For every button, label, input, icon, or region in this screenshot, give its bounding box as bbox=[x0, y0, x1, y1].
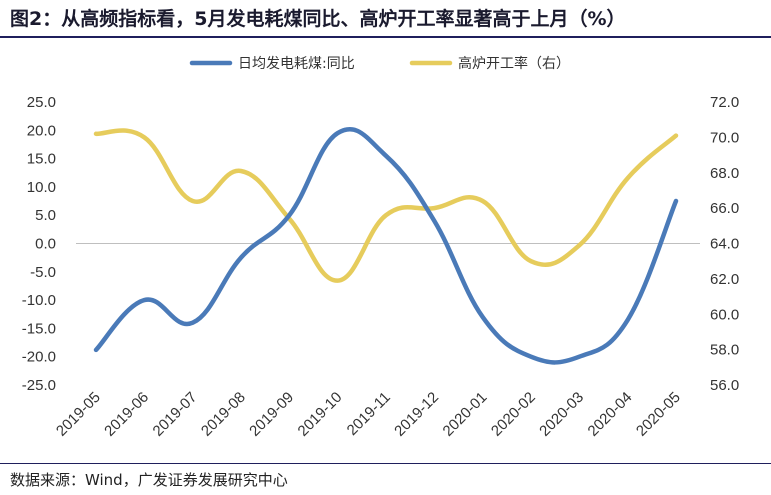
line-chart: 日均发电耗煤:同比 高炉开工率（右） 25.0 20.0 15.0 10.0 5.0 0.0… bbox=[22, 55, 739, 440]
left-tick-label: 20.0 bbox=[27, 122, 56, 139]
x-tick-label: 2019-11 bbox=[344, 389, 394, 439]
left-axis: 25.0 20.0 15.0 10.0 5.0 0.0 -5.0 -10.0 -15.0 -20.… bbox=[22, 94, 56, 394]
legend: 日均发电耗煤:同比 高炉开工率（右） bbox=[189, 55, 570, 72]
right-tick-label: 62.0 bbox=[710, 271, 739, 288]
x-tick-label: 2019-07 bbox=[150, 389, 201, 440]
right-tick-label: 60.0 bbox=[710, 306, 739, 323]
left-tick-label: -25.0 bbox=[22, 377, 56, 394]
x-tick-label: 2020-04 bbox=[585, 389, 636, 440]
right-tick-label: 56.0 bbox=[710, 377, 739, 394]
legend-label: 日均发电耗煤:同比 bbox=[238, 56, 355, 72]
right-tick-label: 66.0 bbox=[710, 200, 739, 217]
x-tick-label: 2019-12 bbox=[391, 389, 442, 440]
right-tick-label: 70.0 bbox=[710, 129, 739, 146]
left-tick-label: 25.0 bbox=[27, 94, 56, 111]
x-tick-label: 2019-09 bbox=[246, 389, 297, 440]
series-line-power-coal bbox=[93, 126, 679, 365]
legend-item-power-coal: 日均发电耗煤:同比 bbox=[189, 56, 355, 72]
x-tick-label: 2019-05 bbox=[53, 389, 104, 440]
x-tick-label: 2019-10 bbox=[295, 389, 346, 440]
source-note: 数据来源：Wind，广发证券发展研究中心 bbox=[10, 471, 288, 489]
right-tick-label: 68.0 bbox=[710, 165, 739, 182]
left-tick-label: -5.0 bbox=[30, 264, 56, 281]
right-tick-label: 72.0 bbox=[710, 94, 739, 111]
x-tick-label: 2020-05 bbox=[633, 389, 684, 440]
left-tick-label: -10.0 bbox=[22, 292, 56, 309]
x-tick-label: 2019-08 bbox=[198, 389, 249, 440]
left-tick-label: 0.0 bbox=[35, 236, 56, 253]
series-line-blast-furnace bbox=[93, 128, 679, 283]
x-tick-label: 2020-01 bbox=[440, 389, 491, 440]
x-tick-label: 2020-02 bbox=[488, 389, 539, 440]
right-axis: 72.0 70.0 68.0 66.0 64.0 62.0 60.0 58.0 56.0 bbox=[710, 94, 739, 394]
series-layer bbox=[93, 126, 679, 365]
left-tick-label: 15.0 bbox=[27, 151, 56, 168]
x-tick-label: 2019-06 bbox=[101, 389, 152, 440]
figure-title: 图2：从高频指标看，5月发电耗煤同比、高炉开工率显著高于上月（%） bbox=[10, 8, 626, 30]
left-tick-label: -15.0 bbox=[22, 320, 56, 337]
x-axis: 2019-052019-062019-072019-082019-092019-… bbox=[53, 389, 684, 440]
left-tick-label: -20.0 bbox=[22, 349, 56, 366]
right-tick-label: 64.0 bbox=[710, 236, 739, 253]
legend-item-blast-furnace: 高炉开工率（右） bbox=[409, 55, 570, 72]
source-rule bbox=[0, 463, 771, 464]
left-tick-label: 5.0 bbox=[35, 207, 56, 224]
left-tick-label: 10.0 bbox=[27, 179, 56, 196]
x-tick-label: 2020-03 bbox=[536, 389, 587, 440]
right-tick-label: 58.0 bbox=[710, 342, 739, 359]
title-rule bbox=[0, 36, 771, 38]
legend-label: 高炉开工率（右） bbox=[458, 55, 570, 72]
